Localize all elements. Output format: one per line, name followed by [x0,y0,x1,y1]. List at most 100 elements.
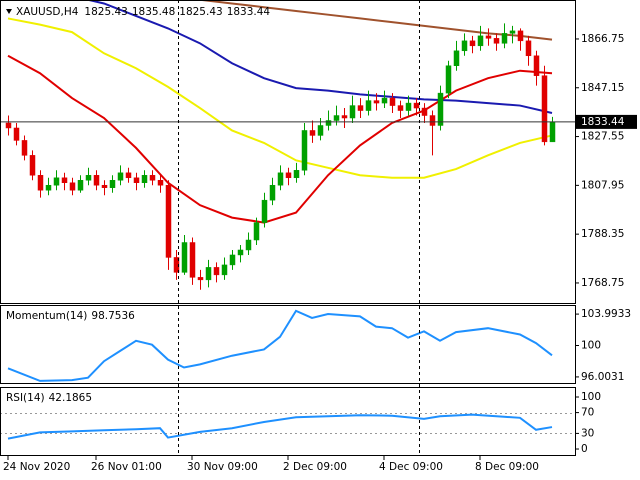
momentum-plot [7,309,553,382]
y-tick-label: 103.9933 [581,308,631,320]
x-tick-label: 24 Nov 2020 [3,461,70,473]
x-tick-label: 26 Nov 01:00 [91,461,162,473]
rsi-header: RSI(14) 42.1865 [6,392,92,404]
line-series [7,413,553,440]
candle-body [293,170,300,179]
header-open: 1825.43 [84,6,127,18]
candle-body [245,239,252,251]
main-panel [0,0,576,304]
candle-body [517,30,524,42]
candle-body [37,175,44,191]
candle-body [325,120,332,126]
candle-body [381,97,388,104]
candle-body [85,175,92,181]
candle-body [93,175,100,186]
candle-body [53,177,60,186]
rsi-panel [0,387,576,456]
chart-header: XAUUSD,H4 1825.43 1835.48 1825.43 1833.44 [16,6,270,18]
dropdown-arrow [6,9,12,14]
candle-body [277,172,284,186]
candle-body [397,105,404,111]
candle-body [453,50,460,66]
candle-body [541,75,548,143]
candle-body [5,122,12,129]
candle-body [213,267,220,276]
candle-body [69,182,76,191]
indicator-name: RSI(14) [6,392,45,404]
candle-body [101,184,108,188]
y-tick-label: 30 [581,427,594,439]
candle-body [157,180,164,186]
x-tick-label: 2 Dec 09:00 [283,461,347,473]
candle-body [373,100,380,104]
price-label-box [575,114,637,129]
rsi-plot [1,413,575,440]
candle-body [493,38,500,44]
candle-body [421,107,428,116]
candle-body [133,177,140,183]
symbol: XAUUSD,H4 [16,6,79,18]
candle-body [405,102,412,111]
candle-body [509,30,516,34]
y-tick-label: 100 [581,339,601,351]
candle-body [141,175,148,183]
candle-body [477,35,484,47]
candle-body [533,55,540,76]
candle-body [237,249,244,256]
candle-body [357,105,364,111]
candle-body [21,140,28,156]
candle-body [301,130,308,171]
candle-body [469,40,476,47]
y-tick-label: 70 [581,407,594,419]
line-series [202,1,553,41]
candle-body [253,222,260,241]
candle-body [389,97,396,106]
candle-body [365,100,372,111]
candle-body [317,125,324,136]
x-tick-label: 30 Nov 09:00 [187,461,258,473]
candle-body [117,172,124,181]
candle-body [77,180,84,191]
header-low: 1825.43 [179,6,222,18]
candle-body [189,242,196,278]
candle-body [485,35,492,39]
y-tick-label: 1788.35 [581,228,624,240]
y-tick-label: 100 [581,391,601,403]
y-tick-label: 1768.75 [581,277,624,289]
candle-body [125,172,132,179]
main-plot [1,1,575,290]
candle-body [61,177,68,183]
candle-body [333,115,340,121]
candle-body [461,40,468,52]
x-tick-label: 4 Dec 09:00 [379,461,443,473]
header-high: 1835.48 [132,6,175,18]
y-tick-label: 1807.95 [581,179,624,191]
x-tick-label: 8 Dec 09:00 [475,461,539,473]
candle-body [501,33,508,44]
candle-body [221,264,228,276]
momentum-header: Momentum(14) 98.7536 [6,310,135,322]
y-tick-label: 1827.55 [581,131,624,143]
candle-body [45,184,52,191]
y-tick-label: 1847.15 [581,82,624,94]
header-close: 1833.44 [227,6,271,18]
line-series [7,17,553,179]
candle-body [13,127,20,141]
candle-body [413,102,420,109]
candle-body [165,184,172,258]
axes: 1866.75 1847.15 1827.55 1807.95 1788.35 1768.… [3,33,637,473]
y-tick-label: 96.0031 [581,371,624,383]
candle-body [285,172,292,179]
price-label: 1833.44 [581,116,625,128]
line-series [7,54,553,224]
candle-body [205,267,212,281]
candle-body [197,277,204,281]
candle-body [149,175,156,181]
candle-body [109,180,116,188]
candle-body [309,130,316,136]
candle-body [261,199,268,223]
candle-body [445,65,452,94]
candle-body [269,184,276,201]
